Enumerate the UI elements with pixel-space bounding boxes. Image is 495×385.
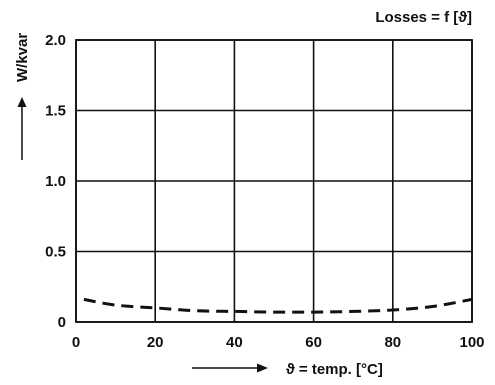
y-tick-label: 0.5 xyxy=(45,244,66,261)
x-tick-label: 40 xyxy=(226,334,243,351)
y-tick-label: 0 xyxy=(58,314,66,331)
x-tick-label: 100 xyxy=(459,334,484,351)
plot-frame xyxy=(75,39,473,323)
x-tick-label: 80 xyxy=(384,334,401,351)
y-tick-label: 1.0 xyxy=(45,173,66,190)
chart-title: Losses = f [ϑ] xyxy=(375,9,472,26)
x-tick-labels: 0 20 40 60 80 100 xyxy=(72,334,485,351)
x-axis-label: ϑ = temp. [°C] xyxy=(286,361,383,378)
y-tick-labels: 0 0.5 1.0 1.5 2.0 xyxy=(45,32,66,331)
x-axis-label-group: ϑ = temp. [°C] xyxy=(192,361,383,378)
x-axis-arrowhead xyxy=(257,363,268,373)
y-tick-label: 1.5 xyxy=(45,103,66,120)
y-tick-label: 2.0 xyxy=(45,32,66,49)
y-axis-label-group: W/kvar xyxy=(14,33,31,160)
y-axis-label: W/kvar xyxy=(14,33,31,82)
series-line-0 xyxy=(83,297,473,314)
grid xyxy=(75,39,473,323)
y-axis-arrowhead xyxy=(17,97,27,107)
x-tick-label: 60 xyxy=(305,334,322,351)
x-tick-label: 20 xyxy=(147,334,164,351)
x-tick-label: 0 xyxy=(72,334,80,351)
